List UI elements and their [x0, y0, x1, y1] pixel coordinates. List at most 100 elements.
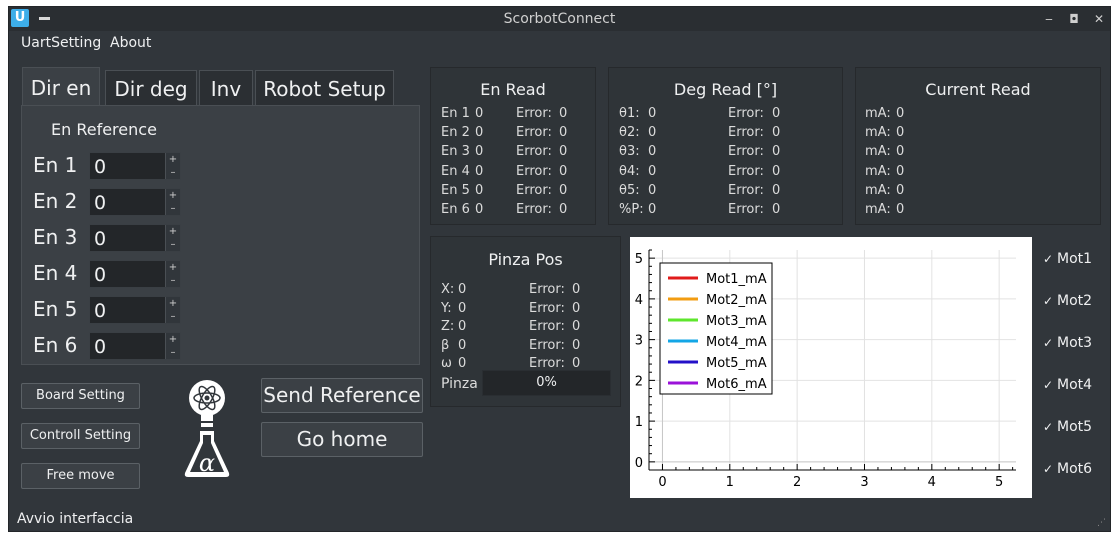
pinza-pos-value: 0: [458, 337, 467, 353]
x-tick-label: 5: [995, 475, 1003, 490]
en-read-error-value: 0: [559, 182, 568, 198]
increment-icon[interactable]: +: [168, 334, 178, 345]
en-read-value: 0: [475, 163, 484, 179]
deg-read-value: 0: [648, 144, 657, 160]
tab-dir-deg[interactable]: Dir deg: [105, 70, 197, 106]
controll-setting-button[interactable]: Controll Setting: [21, 423, 140, 449]
deg-read-label: θ1:: [619, 106, 640, 121]
en-read-label: En 6: [441, 202, 470, 217]
pinza-pos-value: 0: [458, 300, 467, 316]
y-tick-label: 5: [635, 252, 643, 267]
free-move-button[interactable]: Free move: [21, 463, 140, 489]
resize-grip-icon[interactable]: ⋰: [1097, 518, 1106, 528]
spin-value: 0: [94, 156, 107, 178]
en1-reference-input[interactable]: 0 + –: [89, 152, 181, 180]
main-window: U ScorbotConnect ‒ ◘ ✕ UartSetting About…: [8, 6, 1111, 532]
en5-reference-input[interactable]: 0 + –: [89, 296, 181, 324]
decrement-icon[interactable]: –: [170, 203, 176, 214]
tab-dir-en[interactable]: Dir en: [22, 67, 100, 107]
pinza-pos-error-label: Error:: [529, 356, 565, 371]
pinza-pos-error-value: 0: [572, 300, 581, 316]
increment-icon[interactable]: +: [168, 262, 178, 273]
mot2-checkbox[interactable]: ✓ Mot2: [1043, 293, 1092, 309]
increment-icon[interactable]: +: [168, 226, 178, 237]
en-read-panel: En Read En 1 0 Error: 0 En 2 0 Error: 0 En 3 0 Err…: [430, 67, 596, 225]
en-read-label: En 4: [441, 163, 470, 179]
close-icon[interactable]: ✕: [1093, 12, 1105, 26]
pinza-label: Pinza: [441, 376, 478, 392]
en-read-label: En 3: [441, 144, 470, 160]
x-tick-label: 1: [726, 475, 734, 490]
mot5-checkbox[interactable]: ✓ Mot5: [1043, 419, 1092, 435]
x-tick-label: 0: [658, 475, 666, 490]
en3-reference-input[interactable]: 0 + –: [89, 224, 181, 252]
en-read-value: 0: [475, 144, 484, 160]
pinza-pos-label: ω: [441, 356, 452, 371]
menu-about[interactable]: About: [110, 35, 152, 51]
go-home-button[interactable]: Go home: [261, 422, 423, 457]
deg-read-error-value: 0: [772, 125, 781, 141]
spin-buttons: + –: [165, 261, 180, 287]
deg-read-error-label: Error:: [728, 182, 764, 198]
board-setting-button[interactable]: Board Setting: [21, 383, 140, 409]
deg-read-error-label: Error:: [728, 106, 764, 121]
en-read-error-value: 0: [559, 106, 568, 121]
spin-buttons: + –: [165, 189, 180, 215]
en-read-error-label: Error:: [516, 202, 552, 217]
deg-read-error-label: Error:: [728, 202, 764, 217]
pinza-pos-label: Y:: [441, 300, 452, 316]
deg-read-error-label: Error:: [728, 163, 764, 179]
minimize-icon[interactable]: ‒: [1045, 12, 1053, 26]
spin-value: 0: [94, 264, 107, 286]
legend-label: Mot4_mA: [706, 335, 767, 350]
tab-inv[interactable]: Inv: [199, 70, 253, 106]
pinza-pos-error-value: 0: [572, 319, 581, 334]
current-read-label: mA:: [865, 182, 891, 198]
decrement-icon[interactable]: –: [170, 347, 176, 358]
en2-reference-input[interactable]: 0 + –: [89, 188, 181, 216]
svg-text:α: α: [199, 449, 215, 477]
spin-buttons: + –: [165, 333, 180, 359]
mot6-checkbox[interactable]: ✓ Mot6: [1043, 461, 1092, 477]
deg-read-error-label: Error:: [728, 125, 764, 141]
x-tick-label: 4: [928, 475, 936, 490]
menu-uartsetting[interactable]: UartSetting: [21, 35, 102, 51]
deg-read-label: %P:: [619, 202, 644, 217]
shade-icon[interactable]: [39, 17, 50, 20]
current-read-label: mA:: [865, 125, 891, 141]
send-reference-button[interactable]: Send Reference: [261, 378, 423, 413]
maximize-icon[interactable]: ◘: [1069, 12, 1079, 26]
decrement-icon[interactable]: –: [170, 167, 176, 178]
pinza-pos-error-label: Error:: [529, 337, 565, 353]
decrement-icon[interactable]: –: [170, 239, 176, 250]
decrement-icon[interactable]: –: [170, 275, 176, 286]
en6-reference-input[interactable]: 0 + –: [89, 332, 181, 360]
x-tick-label: 3: [860, 475, 868, 490]
legend-label: Mot3_mA: [706, 314, 767, 329]
pinza-pos-value: 0: [458, 319, 467, 334]
current-read-value: 0: [896, 182, 905, 198]
deg-read-label: θ4:: [619, 163, 640, 179]
tab-robot-setup[interactable]: Robot Setup: [255, 70, 394, 106]
app-icon: U: [11, 9, 29, 27]
en-read-value: 0: [475, 106, 484, 121]
en-read-error-value: 0: [559, 144, 568, 160]
deg-read-value: 0: [648, 125, 657, 141]
checkbox-check-icon: ✓: [1043, 336, 1054, 350]
increment-icon[interactable]: +: [168, 190, 178, 201]
increment-icon[interactable]: +: [168, 298, 178, 309]
spin-value: 0: [94, 228, 107, 250]
mot4-checkbox[interactable]: ✓ Mot4: [1043, 377, 1092, 393]
pinza-pos-error-value: 0: [572, 282, 581, 297]
decrement-icon[interactable]: –: [170, 311, 176, 322]
increment-icon[interactable]: +: [168, 154, 178, 165]
y-tick-label: 1: [635, 415, 643, 430]
spin-buttons: + –: [165, 225, 180, 251]
current-chart[interactable]: 0 1 2 3 4 5 0 1 2 3 4 5 Mot1_mA Mot2_mA Mot3_mA Mot4_mA…: [630, 237, 1032, 498]
mot1-checkbox[interactable]: ✓ Mot1: [1043, 251, 1092, 267]
en4-reference-input[interactable]: 0 + –: [89, 260, 181, 288]
mot3-checkbox[interactable]: ✓ Mot3: [1043, 335, 1092, 351]
deg-read-error-label: Error:: [728, 144, 764, 160]
deg-read-label: θ5:: [619, 182, 640, 198]
checkbox-check-icon: ✓: [1043, 420, 1054, 434]
